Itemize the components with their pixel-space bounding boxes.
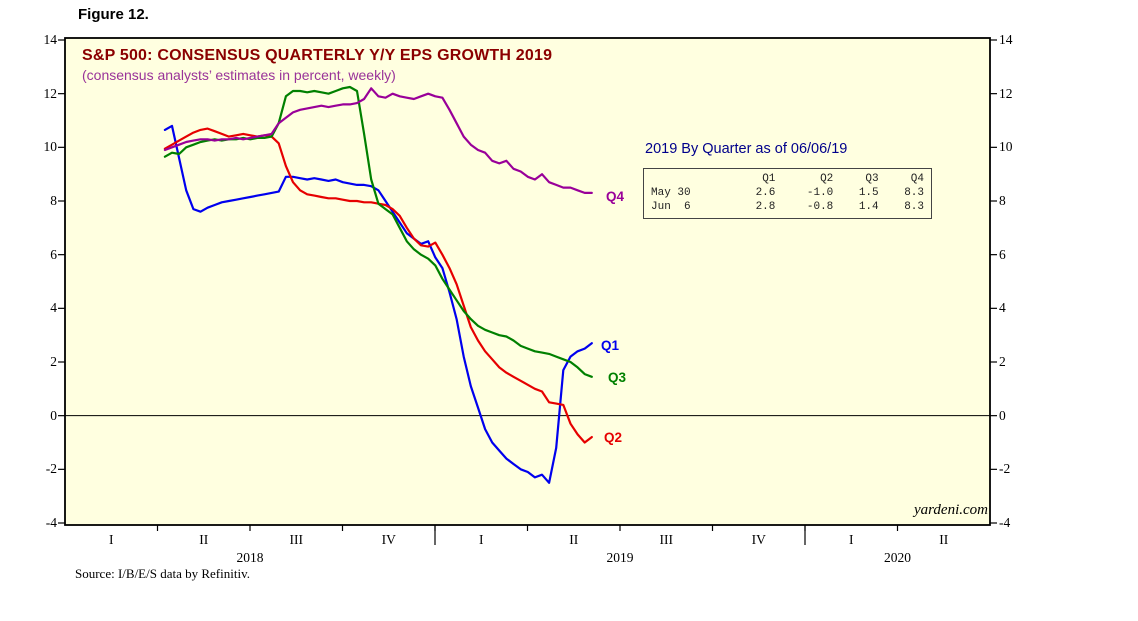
y-axis-label-right: -2: [999, 461, 1011, 477]
series-label-q4: Q4: [606, 189, 625, 204]
x-axis-quarter-label: II: [199, 532, 209, 547]
inset-data-cell: 2.8: [755, 201, 776, 213]
x-axis-year-label: 2018: [236, 550, 264, 565]
chart-title: S&P 500: CONSENSUS QUARTERLY Y/Y EPS GRO…: [82, 47, 553, 64]
y-axis-label-left: -2: [45, 461, 57, 477]
inset-data-cell: 8.3: [904, 201, 924, 213]
y-axis-label-right: 14: [999, 32, 1013, 47]
inset-data-row: May 30 2.6 -1.0 1.5 8.3: [649, 186, 926, 200]
source-note: Source: I/B/E/S data by Refinitiv.: [75, 566, 250, 581]
inset-data-cell: 2.6: [755, 187, 776, 199]
y-axis-label-right: 8: [999, 193, 1006, 208]
y-axis-label-left: 6: [50, 246, 57, 262]
inset-data-cell: -1.0: [806, 187, 834, 199]
y-axis-label-left: 4: [50, 300, 57, 316]
inset-header-cell: Q4: [910, 173, 924, 185]
x-axis-quarter-label: II: [569, 532, 579, 547]
inset-header-cell: Q1: [762, 173, 776, 185]
y-axis-label-right: 0: [999, 407, 1006, 423]
y-axis-label-right: 10: [999, 139, 1013, 155]
series-label-q2: Q2: [604, 430, 623, 445]
series-line-q1: [163, 124, 593, 484]
y-axis-label-left: -4: [45, 515, 57, 530]
y-axis-label-right: 4: [999, 300, 1006, 316]
series-line-q4: [163, 87, 593, 194]
x-axis-quarter-label: I: [109, 532, 114, 547]
plot-background: [65, 38, 990, 525]
figure-label: Figure 12.: [78, 6, 149, 23]
x-axis-quarter-label: IV: [381, 532, 396, 547]
x-axis-year-label: 2019: [606, 550, 634, 565]
chart-subtitle: (consensus analysts’ estimates in percen…: [82, 67, 396, 83]
x-axis-quarter-label: III: [289, 532, 304, 547]
y-axis-label-right: 6: [999, 246, 1006, 262]
y-axis-label-right: 2: [999, 354, 1006, 369]
y-axis-label-right: -4: [999, 515, 1011, 530]
inset-header-label: [649, 172, 732, 186]
inset-header-cell: Q3: [865, 173, 879, 185]
x-axis-quarter-label: I: [479, 532, 484, 547]
series-line-q3: [163, 85, 593, 378]
y-axis-label-left: 10: [43, 139, 58, 155]
y-axis-label-left: 0: [50, 407, 57, 423]
y-axis-label-left: 2: [50, 354, 57, 369]
y-axis-label-right: 12: [999, 85, 1013, 101]
y-axis-label-left: 14: [43, 32, 58, 47]
inset-data-cell: 1.4: [858, 201, 879, 213]
x-axis-year-label: 2020: [884, 550, 911, 565]
inset-data-cell: -0.8: [806, 201, 834, 213]
watermark-yardeni: yardeni.com: [913, 502, 988, 518]
inset-header-cell: Q2: [820, 173, 834, 185]
series-label-q1: Q1: [601, 338, 620, 353]
x-axis-quarter-label: IV: [751, 532, 766, 547]
x-axis-quarter-label: I: [849, 532, 854, 547]
inset-table: Q1 Q2 Q3 Q4 May 30 2.6 -1.0 1.5 8.3 Jun 6 2.8 -0.8 1…: [643, 168, 932, 219]
inset-data-row: Jun 6 2.8 -0.8 1.4 8.3: [649, 200, 926, 214]
x-axis-quarter-label: III: [659, 532, 674, 547]
inset-data-label: May 30: [651, 187, 691, 199]
y-axis-label-left: 12: [43, 85, 58, 101]
inset-data-cell: 8.3: [904, 187, 924, 199]
inset-header-row: Q1 Q2 Q3 Q4: [649, 172, 926, 186]
inset-data-label: Jun 6: [651, 201, 691, 213]
y-axis-label-left: 8: [50, 193, 57, 208]
inset-data-cell: 1.5: [858, 187, 879, 199]
x-axis-quarter-label: II: [939, 532, 949, 547]
inset-quarter-table: Q1 Q2 Q3 Q4 May 30 2.6 -1.0 1.5 8.3 Jun 6 2.8 -0.8 1…: [649, 172, 926, 214]
inset-title: 2019 By Quarter as of 06/06/19: [645, 141, 848, 157]
series-label-q3: Q3: [608, 370, 627, 385]
